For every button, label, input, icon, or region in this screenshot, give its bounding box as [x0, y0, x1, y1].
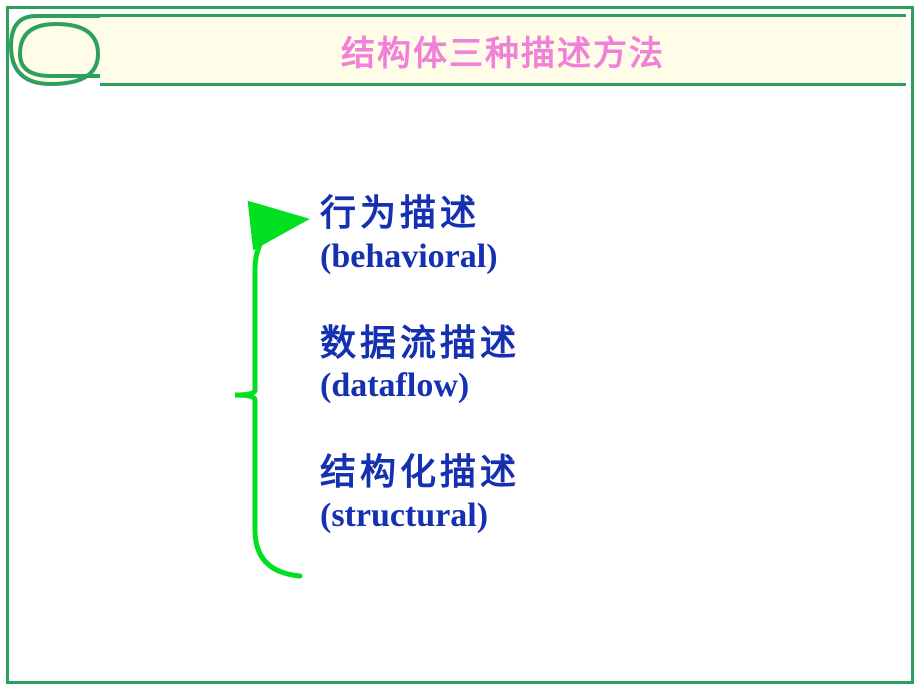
item-cn-label: 行为描述	[320, 190, 520, 237]
brace-icon	[200, 190, 320, 590]
content-area: 行为描述 (behavioral) 数据流描述 (dataflow) 结构化描述…	[200, 190, 800, 620]
item-list: 行为描述 (behavioral) 数据流描述 (dataflow) 结构化描述…	[320, 190, 520, 579]
header-title: 结构体三种描述方法	[341, 26, 665, 75]
item-cn-label: 数据流描述	[320, 320, 520, 367]
list-item: 数据流描述 (dataflow)	[320, 320, 520, 408]
item-cn-label: 结构化描述	[320, 449, 520, 496]
item-en-label: (dataflow)	[320, 366, 520, 407]
item-en-label: (behavioral)	[320, 237, 520, 278]
header-bar: 结构体三种描述方法	[100, 14, 906, 86]
list-item: 行为描述 (behavioral)	[320, 190, 520, 278]
item-en-label: (structural)	[320, 496, 520, 537]
list-item: 结构化描述 (structural)	[320, 449, 520, 537]
